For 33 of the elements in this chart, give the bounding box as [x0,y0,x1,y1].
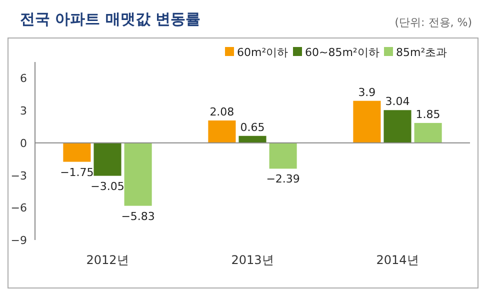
y-tick-label: −9 [10,234,27,247]
bar [238,136,266,143]
bar [384,110,412,143]
bar [124,142,152,206]
legend-label: 60m²이하 [237,46,288,59]
x-tick-label: 2012년 [86,253,129,267]
data-label: 1.85 [416,108,440,121]
bar [94,142,122,176]
bar [414,122,442,143]
data-label: 2.08 [210,105,234,118]
y-tick-label: 6 [20,72,27,86]
y-tick-label: 3 [20,104,27,118]
x-tick-label: 2014년 [376,253,419,267]
data-label: −3.05 [90,180,124,193]
data-label: 3.9 [358,86,376,99]
legend: 60m²이하 60~85m²이하 85m²초과 [225,46,448,59]
bar [63,142,91,162]
data-label: −5.83 [121,210,155,223]
data-label: 3.04 [385,95,410,108]
data-label: −1.75 [60,166,94,179]
data-label: −2.39 [266,172,300,186]
legend-label: 85m²초과 [396,46,448,59]
chart-title: 전국 아파트 매맷값 변동률 [20,10,201,28]
legend-label: 60~85m²이하 [305,46,380,59]
text: (단위: 전용, %) [394,16,472,29]
x-tick-label: 2013년 [231,253,274,267]
bar [269,142,297,169]
data-label: 0.65 [240,120,265,134]
y-tick-label: 0 [20,136,27,150]
bar [208,120,236,143]
y-tick-label: −6 [10,202,27,215]
y-tick-label: −3 [10,169,27,182]
bar [353,100,381,143]
